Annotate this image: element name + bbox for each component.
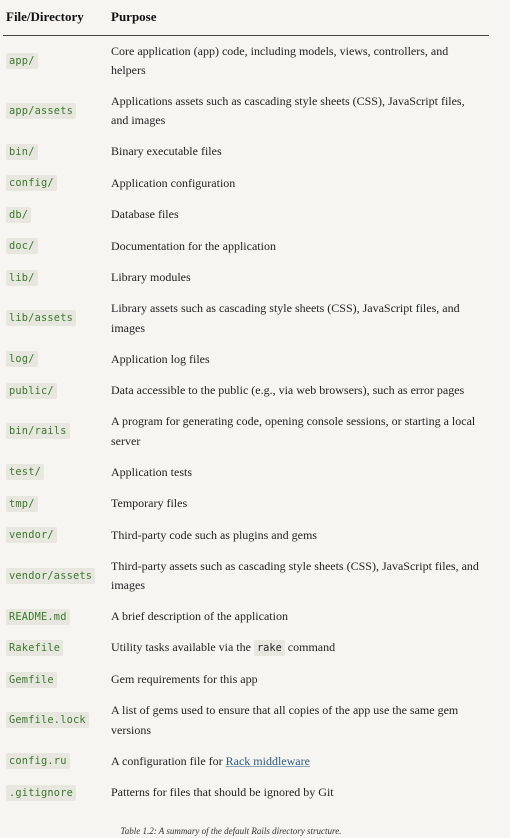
file-name: config/ xyxy=(6,175,57,191)
file-name: vendor/assets xyxy=(6,567,96,584)
file-name: test/ xyxy=(6,464,44,480)
table-row: config/ Application configuration xyxy=(3,168,489,200)
file-cell: db/ xyxy=(3,199,106,231)
file-cell: config.ru xyxy=(3,746,106,778)
purpose-cell: Database files xyxy=(111,207,179,221)
file-cell: config/ xyxy=(3,168,106,200)
file-cell: bin/rails xyxy=(3,407,106,457)
purpose-cell: Data accessible to the public (e.g., via… xyxy=(111,383,465,397)
table-row: vendor/ Third-party code such as plugins… xyxy=(3,520,489,552)
file-name: Gemfile.lock xyxy=(6,712,89,729)
purpose-cell: Library modules xyxy=(111,270,191,284)
page: File/Directory Purpose app/ Core applica… xyxy=(3,0,489,836)
file-name: Gemfile xyxy=(6,671,57,688)
table-row: public/ Data accessible to the public (e… xyxy=(3,375,489,407)
file-cell: Rakefile xyxy=(3,633,106,665)
rake-command-code: rake xyxy=(253,640,285,656)
file-name: lib/assets xyxy=(6,310,76,327)
purpose-cell: Application tests xyxy=(111,464,192,479)
table-row: log/ Application log files xyxy=(3,344,489,376)
purpose-cell: Application log files xyxy=(111,351,210,366)
table-row: vendor/assets Third-party assets such as… xyxy=(3,551,489,601)
purpose-cell: Binary executable files xyxy=(111,144,222,158)
file-cell: public/ xyxy=(3,375,106,407)
table-row: db/ Database files xyxy=(3,199,489,231)
purpose-text: command xyxy=(284,640,336,654)
file-name: public/ xyxy=(6,382,57,399)
file-name: vendor/ xyxy=(6,527,57,543)
table-row: test/ Application tests xyxy=(3,457,489,489)
file-name: config.ru xyxy=(6,753,70,769)
table-row: config.ru A configuration file for Rack … xyxy=(3,746,489,778)
file-name: .gitignore xyxy=(6,784,76,801)
file-cell: Gemfile.lock xyxy=(3,696,106,746)
file-name: Rakefile xyxy=(6,640,64,656)
file-cell: tmp/ xyxy=(3,488,106,520)
table-row: Gemfile.lock A list of gems used to ensu… xyxy=(3,696,489,746)
purpose-cell: Gem requirements for this app xyxy=(111,672,258,686)
purpose-cell: Third-party assets such as cascading sty… xyxy=(111,558,479,593)
table-row: .gitignore Patterns for files that shoul… xyxy=(3,777,489,809)
file-name: bin/ xyxy=(6,143,38,160)
purpose-cell: Third-party code such as plugins and gem… xyxy=(111,527,317,542)
table-row: bin/ Binary executable files xyxy=(3,136,489,168)
purpose-cell: Core application (app) code, including m… xyxy=(111,43,449,78)
file-cell: README.md xyxy=(3,601,106,633)
table-row: lib/ Library modules xyxy=(3,262,489,294)
table-caption: Table 1.2: A summary of the default Rail… xyxy=(120,825,342,836)
file-cell: app/ xyxy=(3,36,106,87)
table-row: doc/ Documentation for the application xyxy=(3,231,489,263)
file-cell: test/ xyxy=(3,457,106,489)
file-cell: Gemfile xyxy=(3,664,106,696)
table-row: app/ Core application (app) code, includ… xyxy=(3,36,489,87)
file-cell: app/assets xyxy=(3,86,106,136)
file-name: db/ xyxy=(6,206,32,223)
purpose-cell: Documentation for the application xyxy=(111,238,276,253)
purpose-cell: A program for generating code, opening c… xyxy=(111,414,476,448)
table-row: Gemfile Gem requirements for this app xyxy=(3,664,489,696)
file-cell: log/ xyxy=(3,344,106,376)
purpose-cell: Temporary files xyxy=(111,496,188,510)
file-name: log/ xyxy=(6,351,38,367)
file-cell: lib/ xyxy=(3,262,106,294)
file-cell: .gitignore xyxy=(3,777,106,809)
rack-middleware-link[interactable]: Rack middleware xyxy=(225,753,310,768)
file-cell: doc/ xyxy=(3,231,106,263)
purpose-cell: A list of gems used to ensure that all c… xyxy=(111,703,459,737)
header-file-directory: File/Directory xyxy=(3,0,106,36)
purpose-text: A configuration file for xyxy=(111,753,226,768)
purpose-cell: Applications assets such as cascading st… xyxy=(111,93,465,128)
file-name: README.md xyxy=(6,608,70,625)
file-cell: vendor/assets xyxy=(3,551,106,601)
file-name: app/ xyxy=(6,52,38,69)
file-name: app/assets xyxy=(6,102,76,119)
table-row: bin/rails A program for generating code,… xyxy=(3,407,489,457)
purpose-cell: A brief description of the application xyxy=(111,609,288,623)
file-name: tmp/ xyxy=(6,495,38,512)
table-row: README.md A brief description of the app… xyxy=(3,601,489,633)
purpose-cell: Application configuration xyxy=(111,175,236,190)
table-row: Rakefile Utility tasks available via the… xyxy=(3,633,489,665)
file-name: lib/ xyxy=(6,269,38,286)
table-row: app/assets Applications assets such as c… xyxy=(3,86,489,136)
file-cell: vendor/ xyxy=(3,520,106,552)
purpose-text: Utility tasks available via the xyxy=(111,640,254,654)
file-name: doc/ xyxy=(6,238,38,254)
directory-table: File/Directory Purpose app/ Core applica… xyxy=(3,0,489,809)
table-row: lib/assets Library assets such as cascad… xyxy=(3,294,489,344)
purpose-cell: A configuration file for Rack middleware xyxy=(106,746,489,778)
file-cell: bin/ xyxy=(3,136,106,168)
purpose-cell: Utility tasks available via the rake com… xyxy=(106,633,489,665)
purpose-cell: Patterns for files that should be ignore… xyxy=(111,785,334,799)
file-name: bin/rails xyxy=(6,423,70,440)
table-row: tmp/ Temporary files xyxy=(3,488,489,520)
table-header-row: File/Directory Purpose xyxy=(3,0,489,36)
purpose-cell: Library assets such as cascading style s… xyxy=(111,301,460,335)
file-cell: lib/assets xyxy=(3,294,106,344)
header-purpose: Purpose xyxy=(106,0,489,36)
